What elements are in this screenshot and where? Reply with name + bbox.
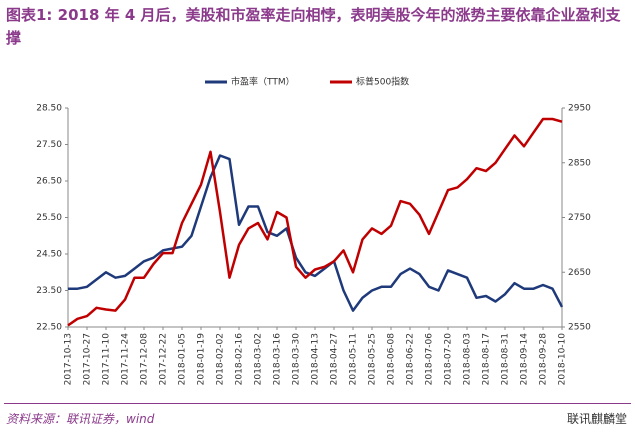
- x-tick-label: 2018-09-28: [539, 333, 549, 386]
- x-tick-label: 2017-12-22: [159, 333, 169, 385]
- y2-tick-label: 2950: [568, 104, 591, 114]
- x-tick-label: 2018-09-14: [520, 333, 530, 386]
- x-tick-label: 2018-08-17: [482, 333, 492, 385]
- x-tick-label: 2018-02-02: [216, 333, 226, 385]
- x-tick-label: 2018-08-03: [463, 333, 473, 385]
- y2-tick-label: 2550: [568, 323, 591, 333]
- y-tick-label: 26.50: [36, 177, 62, 187]
- x-tick-label: 2018-03-02: [254, 333, 264, 385]
- y2-tick-label: 2850: [568, 158, 591, 168]
- x-tick-label: 2018-04-13: [311, 333, 321, 385]
- x-tick-label: 2018-03-16: [273, 333, 283, 386]
- y2-tick-label: 2750: [568, 213, 591, 223]
- legend-label: 标普500指数: [356, 76, 409, 88]
- series-line: [67, 117, 563, 327]
- watermark: 联讯麒麟堂: [566, 412, 627, 426]
- y-tick-label: 24.50: [36, 250, 62, 260]
- source: 资料来源：联讯证券，wind: [6, 412, 155, 426]
- divider: [4, 403, 631, 404]
- x-tick-label: 2018-01-05: [178, 333, 188, 385]
- y-tick-label: 28.50: [36, 104, 62, 114]
- x-tick-label: 2018-08-31: [501, 333, 511, 385]
- title: 图表1: 2018 年 4 月后，美股和市盈率走向相悖，表明美股今年的涨势主要依…: [6, 6, 621, 47]
- y-tick-label: 23.50: [36, 286, 62, 296]
- x-tick-label: 2018-07-06: [425, 333, 435, 386]
- x-tick-label: 2017-10-13: [64, 333, 74, 385]
- y-tick-label: 25.50: [36, 213, 62, 223]
- x-tick-label: 2018-06-22: [406, 333, 416, 385]
- x-tick-label: 2017-11-24: [121, 333, 131, 386]
- x-tick-label: 2017-11-10: [102, 333, 112, 386]
- chart: 22.5023.5024.5025.5026.5027.5028.5025502…: [36, 76, 591, 386]
- x-tick-label: 2017-12-08: [140, 333, 150, 386]
- legend-label: 市盈率（TTM）: [231, 76, 295, 88]
- series-line: [68, 154, 564, 312]
- x-tick-label: 2018-05-11: [349, 333, 359, 385]
- x-tick-label: 2018-03-30: [292, 333, 302, 386]
- y-tick-label: 22.50: [36, 323, 62, 333]
- x-tick-label: 2017-10-27: [83, 333, 93, 385]
- y-tick-label: 27.50: [36, 140, 62, 150]
- x-tick-label: 2018-06-08: [387, 333, 397, 386]
- x-tick-label: 2018-01-19: [197, 333, 207, 386]
- x-tick-label: 2018-05-25: [368, 333, 378, 385]
- x-tick-label: 2018-04-27: [330, 333, 340, 385]
- y2-tick-label: 2650: [568, 268, 591, 278]
- x-tick-label: 2018-02-16: [235, 333, 245, 386]
- x-tick-label: 2018-10-10: [558, 333, 568, 386]
- x-tick-label: 2018-07-20: [444, 333, 454, 386]
